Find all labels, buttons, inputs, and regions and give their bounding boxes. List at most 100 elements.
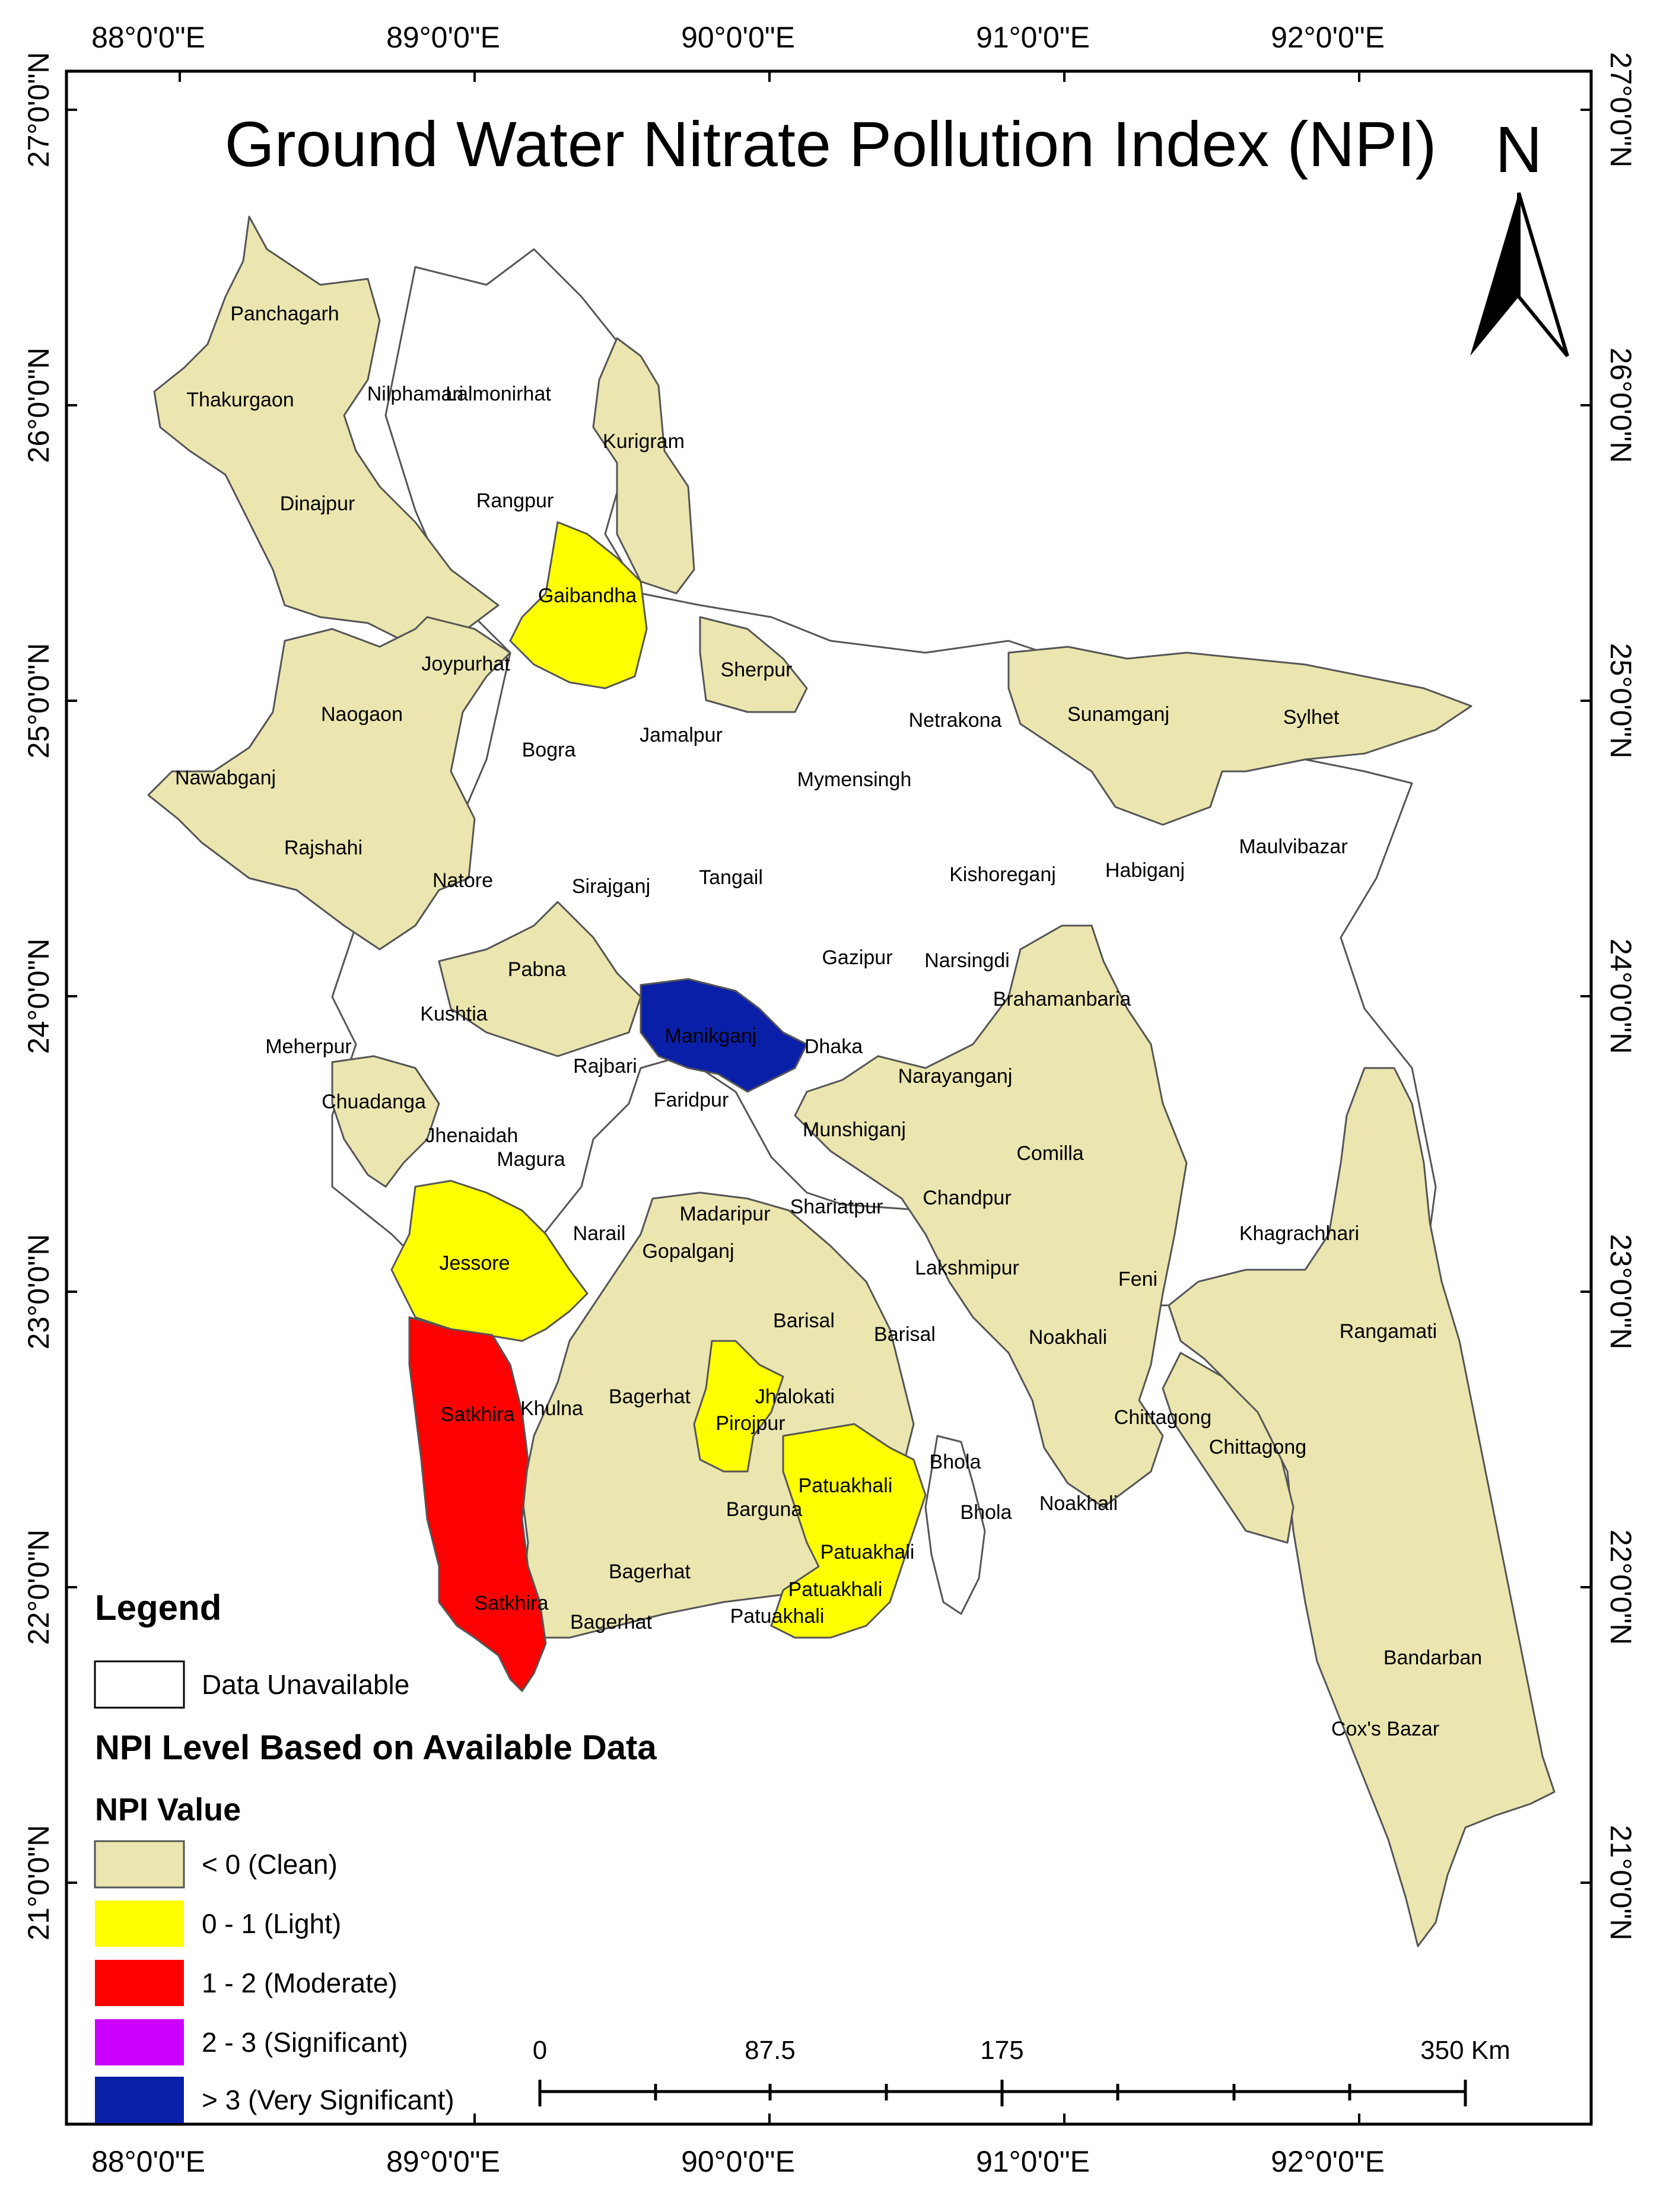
- district-clean: [147, 616, 511, 951]
- north-arrow-icon: [1470, 192, 1569, 357]
- scale-label: 87.5: [745, 2036, 796, 2065]
- district-label: Madaripur: [679, 1203, 770, 1225]
- district-labels: Panchagarh Thakurgaon NilphamariLalmonirha…: [175, 303, 1482, 1740]
- district-label: Comilla: [1016, 1142, 1083, 1165]
- district-label: Bagerhat: [609, 1561, 691, 1583]
- district-label: Habiganj: [1105, 859, 1185, 882]
- lon-label-bottom: 89°0'0"E: [386, 2145, 500, 2178]
- legend-swatch: [95, 2019, 184, 2065]
- scale-bar-ticks: [538, 2080, 1467, 2106]
- district-label: Natore: [432, 869, 493, 892]
- district-label: Khulna: [520, 1397, 583, 1420]
- district-label: Satkhira: [475, 1592, 549, 1614]
- lon-label-bottom: 92°0'0"E: [1271, 2145, 1385, 2178]
- legend-swatch: [95, 2077, 184, 2123]
- district-label: Barisal: [874, 1323, 936, 1346]
- district-clean: [699, 616, 808, 713]
- scale-label: 350 Km: [1420, 2036, 1510, 2065]
- lat-label-left: 23°0'0"N: [22, 1234, 55, 1350]
- district-polygons: [147, 215, 1556, 1947]
- lon-label-top: 90°0'0"E: [681, 21, 795, 54]
- district-label: Cox's Bazar: [1331, 1718, 1439, 1740]
- lat-label-right: 27°0'0"N: [1604, 52, 1637, 168]
- district-label: Dinajpur: [280, 492, 355, 515]
- district-label: Kishoreganj: [949, 863, 1056, 886]
- lat-label-left: 24°0'0"N: [22, 939, 55, 1054]
- lon-label-top: 89°0'0"E: [386, 21, 500, 54]
- district-label: Netrakona: [909, 709, 1002, 732]
- north-label: N: [1495, 113, 1542, 186]
- lat-label-right: 21°0'0"N: [1604, 1825, 1637, 1941]
- legend-title: Legend: [95, 1588, 221, 1628]
- district-label: Jessore: [439, 1252, 510, 1275]
- district-light: [509, 521, 648, 689]
- district-label: Nilphamari: [367, 383, 464, 405]
- district-label: Mymensingh: [797, 768, 912, 791]
- scale-label: 175: [980, 2036, 1023, 2065]
- lat-label-right: 24°0'0"N: [1604, 939, 1637, 1054]
- lon-label-top: 88°0'0"E: [91, 21, 205, 54]
- district-label: Sirajganj: [572, 875, 650, 898]
- lat-label-left: 26°0'0"N: [22, 348, 55, 463]
- district-label: Khagrachhari: [1239, 1222, 1359, 1245]
- district-clean: [1007, 646, 1472, 826]
- legend-subtitle: NPI Level Based on Available Data: [95, 1728, 657, 1767]
- lon-label-bottom: 90°0'0"E: [681, 2145, 795, 2178]
- district-label: Magura: [497, 1148, 565, 1171]
- lat-label-left: 27°0'0"N: [22, 52, 55, 168]
- district-label: Feni: [1118, 1268, 1157, 1291]
- district-label: Rajbari: [573, 1055, 637, 1078]
- district-label: Brahamanbaria: [993, 988, 1131, 1010]
- district-clean: [794, 924, 1188, 1508]
- lat-label-left: 22°0'0"N: [22, 1530, 55, 1645]
- lat-label-right: 22°0'0"N: [1604, 1530, 1637, 1645]
- district-clean: [1168, 1067, 1556, 1947]
- legend-item-label: > 3 (Very Significant): [202, 2084, 454, 2115]
- legend-swatch: [95, 1960, 184, 2006]
- district-label: Meherpur: [265, 1035, 352, 1058]
- legend-item-label: 1 - 2 (Moderate): [202, 1968, 397, 1998]
- district-light: [770, 1423, 927, 1639]
- legend-item-label: < 0 (Clean): [202, 1849, 338, 1880]
- district-label: Tangail: [699, 866, 763, 889]
- district-label: Pabna: [508, 958, 566, 981]
- district-label: Joypurhat: [421, 653, 510, 675]
- legend: Legend Data Unavailable NPI Level Based …: [94, 1588, 657, 2123]
- district-label: Naogaon: [321, 703, 403, 726]
- district-label: Maulvibazar: [1239, 835, 1347, 858]
- district-label: Gopalganj: [642, 1240, 734, 1263]
- district-label: Rajshahi: [284, 837, 362, 859]
- legend-swatch-unavailable: [94, 1660, 185, 1709]
- district-label: Narayanganj: [898, 1065, 1013, 1088]
- district-label: Patuakhali: [730, 1605, 825, 1628]
- district-label: Bhola: [930, 1451, 981, 1473]
- district-label: Munshiganj: [803, 1118, 906, 1141]
- district-label: Bagerhat: [570, 1611, 653, 1633]
- district-label: Narail: [573, 1222, 626, 1245]
- lon-label-bottom: 88°0'0"E: [91, 2145, 205, 2178]
- district-label: Thakurgaon: [186, 389, 294, 411]
- district-label: Noakhali: [1039, 1492, 1118, 1515]
- lat-label-right: 25°0'0"N: [1604, 643, 1637, 759]
- graticule-ticks: [66, 71, 1591, 2124]
- district-label: Pirojpur: [715, 1412, 785, 1435]
- district-label: Patuakhali: [820, 1541, 915, 1563]
- district-clean: [153, 215, 500, 642]
- district-label: Jamalpur: [640, 724, 723, 746]
- legend-item-label: 2 - 3 (Significant): [202, 2027, 408, 2058]
- district-light: [390, 1180, 589, 1342]
- district-label: Faridpur: [654, 1089, 729, 1111]
- district-label: Sherpur: [721, 659, 793, 681]
- district-label: Noakhali: [1029, 1326, 1107, 1349]
- district-label: Satkhira: [441, 1403, 515, 1426]
- district-label: Nawabganj: [175, 767, 276, 789]
- district-label: Rangamati: [1340, 1320, 1437, 1343]
- district-label: Bogra: [522, 739, 576, 761]
- district-clean: [1162, 1352, 1295, 1544]
- legend-swatch: [94, 1840, 185, 1889]
- district-clean: [331, 1055, 440, 1188]
- district-label: Patuakhali: [799, 1474, 893, 1497]
- lat-label-right: 23°0'0"N: [1604, 1234, 1637, 1350]
- district-label: Chuadanga: [322, 1091, 426, 1113]
- lon-label-bottom: 91°0'0"E: [976, 2145, 1090, 2178]
